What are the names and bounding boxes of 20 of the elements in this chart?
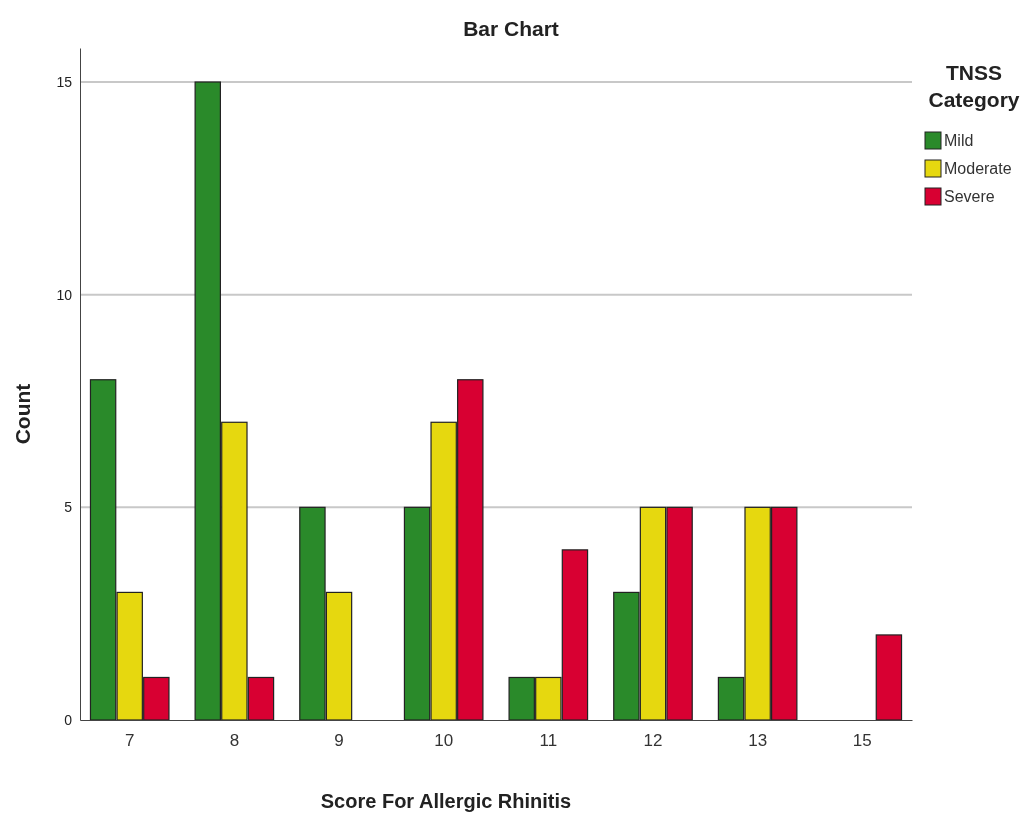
x-tick-label: 10 [434, 731, 454, 751]
chart-title: Bar Chart [463, 17, 559, 40]
x-tick-label: 13 [748, 731, 768, 751]
legend-label: Moderate [944, 160, 1012, 177]
x-axis-title: Score For Allergic Rhinitis [320, 790, 572, 812]
x-tick-label: 9 [334, 731, 344, 751]
y-tick-label: 0 [64, 711, 73, 728]
x-tick-label: 12 [643, 731, 663, 751]
x-tick-label: 11 [539, 731, 558, 751]
bar [875, 634, 903, 721]
y-axis-title: Count [11, 383, 34, 445]
legend-label: Mild [944, 132, 974, 149]
legend-title: TNSS Category [928, 61, 1020, 111]
y-tick-label: 10 [56, 286, 73, 303]
x-tick-label: 7 [124, 731, 135, 751]
y-tick-label: 5 [64, 499, 73, 516]
legend-label: Severe [944, 188, 995, 205]
y-tick-label: 15 [56, 74, 73, 91]
x-tick-label: 15 [852, 731, 872, 751]
x-tick-label: 8 [229, 731, 240, 751]
